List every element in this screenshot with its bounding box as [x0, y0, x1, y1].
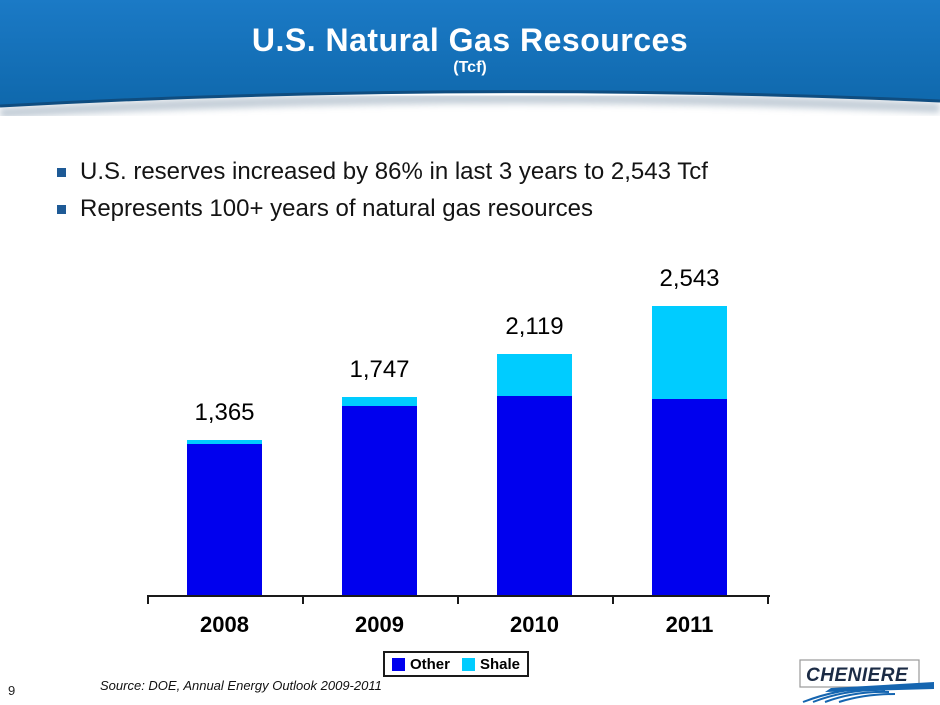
bar-segment-shale: [497, 354, 572, 396]
page-number: 9: [8, 683, 16, 698]
bar-value-label: 2,543: [659, 265, 720, 292]
legend-item-other: Other: [391, 655, 450, 673]
x-axis-label: 2010: [510, 612, 559, 637]
bar-segment-other: [342, 406, 417, 595]
bullet-item: Represents 100+ years of natural gas res…: [55, 194, 845, 224]
bar-segment-shale: [187, 440, 262, 444]
bullet-text: Represents 100+ years of natural gas res…: [80, 195, 593, 222]
chart-legend: Other Shale: [383, 651, 529, 677]
legend-swatch-icon: [391, 657, 405, 671]
page-subtitle: (Tcf): [453, 59, 487, 76]
bullet-square-icon: [57, 205, 66, 214]
x-axis: [147, 595, 770, 597]
bullet-item: U.S. reserves increased by 86% in last 3…: [55, 157, 845, 187]
bar-2008: [187, 440, 262, 595]
legend-swatch-icon: [461, 657, 475, 671]
cheniere-logo: CHENIERE: [799, 659, 934, 703]
x-axis-label: 2011: [665, 612, 714, 637]
bar-value-label: 1,365: [194, 399, 255, 426]
bar-segment-other: [187, 444, 262, 595]
x-axis-tick: [302, 595, 304, 604]
page-title: U.S. Natural Gas Resources: [251, 22, 689, 58]
bar-segment-shale: [652, 306, 727, 399]
legend-item-shale: Shale: [461, 655, 521, 673]
bullet-list: U.S. reserves increased by 86% in last 3…: [55, 157, 845, 231]
bar-2010: [497, 354, 572, 595]
bar-value-label: 2,119: [505, 313, 564, 340]
bar-segment-other: [652, 399, 727, 595]
legend-label: Other: [409, 655, 450, 673]
source-note: Source: DOE, Annual Energy Outlook 2009-…: [100, 678, 382, 693]
x-axis-tick: [457, 595, 459, 604]
bar-segment-other: [497, 396, 572, 595]
legend-label: Shale: [479, 655, 521, 673]
x-axis-tick: [767, 595, 769, 604]
bar-2011: [652, 306, 727, 595]
bullet-square-icon: [57, 168, 66, 177]
x-axis-label: 2009: [355, 612, 404, 637]
logo-text: CHENIERE: [806, 665, 909, 686]
header-banner: [0, 0, 940, 118]
x-axis-label: 2008: [200, 612, 249, 637]
x-axis-tick: [147, 595, 149, 604]
bar-value-label: 1,747: [349, 356, 410, 383]
bar-segment-shale: [342, 397, 417, 406]
x-axis-tick: [612, 595, 614, 604]
bar-2009: [342, 397, 417, 595]
bullet-text: U.S. reserves increased by 86% in last 3…: [80, 158, 708, 185]
